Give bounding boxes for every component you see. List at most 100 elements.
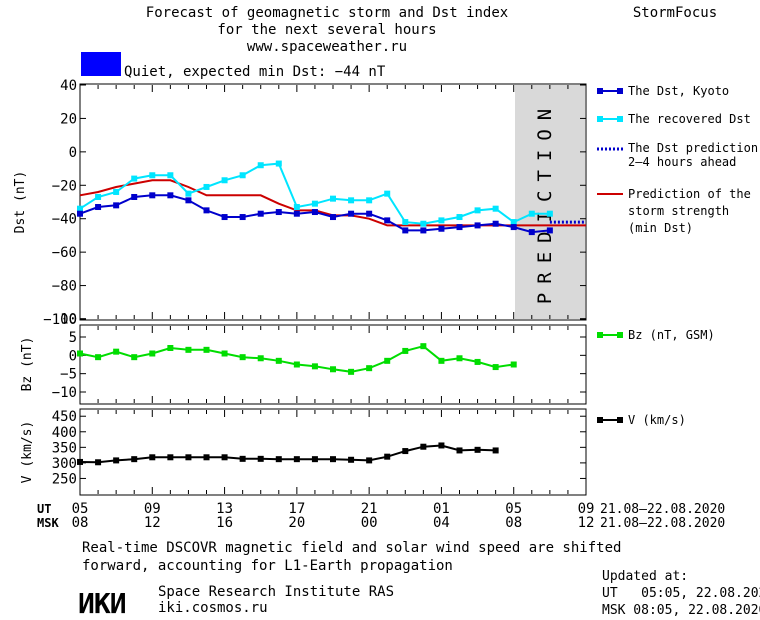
- the-recovered-dst-point: [77, 205, 83, 212]
- bz-nt-gsm-point: [131, 354, 138, 361]
- legend-bz-marker: [597, 332, 603, 338]
- msk-tick-label: 12: [144, 515, 161, 531]
- y-tick-label: −20: [52, 178, 77, 194]
- the-recovered-dst-point: [275, 160, 282, 167]
- bz-nt-gsm-point: [438, 357, 445, 364]
- bz-nt-gsm-point: [293, 361, 300, 368]
- the-dst-kyoto-point: [438, 225, 445, 232]
- footer-note-line1: Real-time DSCOVR magnetic field and sola…: [82, 540, 621, 556]
- y-tick-label: 5: [69, 330, 77, 346]
- the-dst-kyoto-point: [185, 197, 192, 204]
- ut-tick-label: 09: [144, 501, 161, 517]
- v-km-s-point: [474, 446, 481, 453]
- the-recovered-dst-point: [330, 195, 336, 202]
- the-dst-kyoto-point: [131, 193, 138, 200]
- v-km-s-point: [330, 456, 336, 463]
- legend-recovered-marker: [597, 116, 603, 122]
- v-km-s-point: [257, 455, 264, 462]
- legend-v-label: V (km/s): [628, 413, 686, 427]
- the-dst-kyoto-point: [311, 209, 318, 216]
- bz-nt-gsm-point: [366, 365, 373, 372]
- y-tick-label: −60: [52, 245, 77, 261]
- bz-nt-gsm-point: [257, 355, 264, 362]
- iki-logo: ИКИ: [78, 587, 126, 620]
- v-km-s-point: [293, 456, 300, 463]
- v-km-s-line: [79, 444, 496, 464]
- legend-prediction-label: The Dst prediction: [628, 141, 758, 155]
- msk-tick-label: 12: [578, 515, 595, 531]
- x-axis-ticks: [79, 85, 587, 494]
- v-km-s-point: [77, 458, 83, 465]
- legend-kyoto-marker: [597, 88, 603, 94]
- v-km-s-point: [131, 456, 138, 463]
- prediction-zone-label: PREDICTION: [534, 100, 556, 304]
- chart-title-line2: for the next several hours: [217, 22, 436, 38]
- y-tick-label: 400: [52, 425, 77, 441]
- the-recovered-dst-point: [384, 190, 391, 197]
- the-recovered-dst-point: [510, 219, 517, 226]
- the-recovered-dst-point: [474, 207, 481, 214]
- v-km-s-point: [420, 443, 427, 450]
- the-recovered-dst-point: [221, 177, 228, 184]
- ut-date-range: 21.08–22.08.2020: [600, 502, 725, 517]
- the-dst-kyoto-point: [293, 210, 300, 217]
- brand-name: StormFocus: [633, 5, 717, 21]
- y-tick-label: −40: [52, 212, 77, 228]
- footer-note-line2: forward, accounting for L1-Earth propaga…: [82, 558, 453, 574]
- v-km-s-point: [239, 455, 246, 462]
- the-dst-kyoto-point: [528, 229, 535, 236]
- y-tick-label: 0: [69, 145, 77, 161]
- the-dst-kyoto-point: [77, 210, 83, 217]
- legend-v-marker: [597, 417, 603, 423]
- the-recovered-dst-point: [546, 210, 553, 217]
- the-recovered-dst-point: [203, 183, 210, 190]
- bz-nt-gsm-line: [79, 345, 514, 373]
- y-tick-label: 0: [69, 348, 77, 364]
- legend-recovered-label: The recovered Dst: [628, 112, 751, 126]
- the-dst-kyoto-point: [239, 214, 246, 221]
- bz-nt-gsm-point: [239, 354, 246, 361]
- the-recovered-dst-point: [167, 172, 174, 179]
- ut-tick-label: 13: [216, 501, 233, 517]
- dst-plot-area: [77, 160, 586, 236]
- ut-tick-labels: 05 09 13 17 21 01 05 09: [72, 501, 595, 517]
- v-km-s-point: [149, 454, 156, 461]
- legend: The Dst, Kyoto The recovered Dst The Dst…: [597, 84, 758, 427]
- chart-title-line1: Forecast of geomagnetic storm and Dst in…: [146, 5, 508, 21]
- bz-nt-gsm-point: [456, 355, 463, 362]
- updated-ut: UT 05:05, 22.08.2020: [602, 586, 760, 601]
- dst-ylabel: Dst (nT): [13, 171, 28, 234]
- the-recovered-dst-point: [293, 204, 300, 211]
- v-km-s-point: [384, 453, 391, 460]
- the-dst-kyoto-point: [510, 224, 517, 231]
- v-panel-frame: [79, 408, 587, 496]
- bz-nt-gsm-point: [510, 361, 517, 368]
- the-dst-kyoto-point: [474, 222, 481, 229]
- bz-nt-gsm-point: [311, 363, 318, 370]
- bz-nt-gsm-point: [185, 346, 192, 353]
- the-dst-kyoto-point: [384, 217, 391, 224]
- the-recovered-dst-point: [131, 175, 138, 182]
- the-dst-kyoto-point: [456, 224, 463, 231]
- legend-v-marker: [617, 417, 623, 423]
- y-tick-label: 300: [52, 456, 77, 472]
- the-recovered-dst-point: [257, 162, 264, 169]
- legend-kyoto-label: The Dst, Kyoto: [628, 84, 729, 98]
- bz-nt-gsm-point: [492, 364, 499, 371]
- y-tick-label: 450: [52, 409, 77, 425]
- institute-site: iki.cosmos.ru: [158, 600, 268, 616]
- the-dst-kyoto-point: [402, 227, 409, 234]
- the-recovered-dst-point: [402, 219, 409, 226]
- msk-tick-label: 20: [288, 515, 305, 531]
- ut-tick-label: 01: [433, 501, 450, 517]
- the-recovered-dst-point: [113, 188, 120, 195]
- legend-kyoto-marker: [617, 88, 623, 94]
- legend-bz-marker: [617, 332, 623, 338]
- y-tick-label: −100: [43, 312, 77, 328]
- the-dst-kyoto-point: [203, 207, 210, 214]
- status-swatch: [81, 52, 121, 76]
- v-km-s-point: [203, 454, 210, 461]
- y-tick-label: −10: [52, 385, 77, 401]
